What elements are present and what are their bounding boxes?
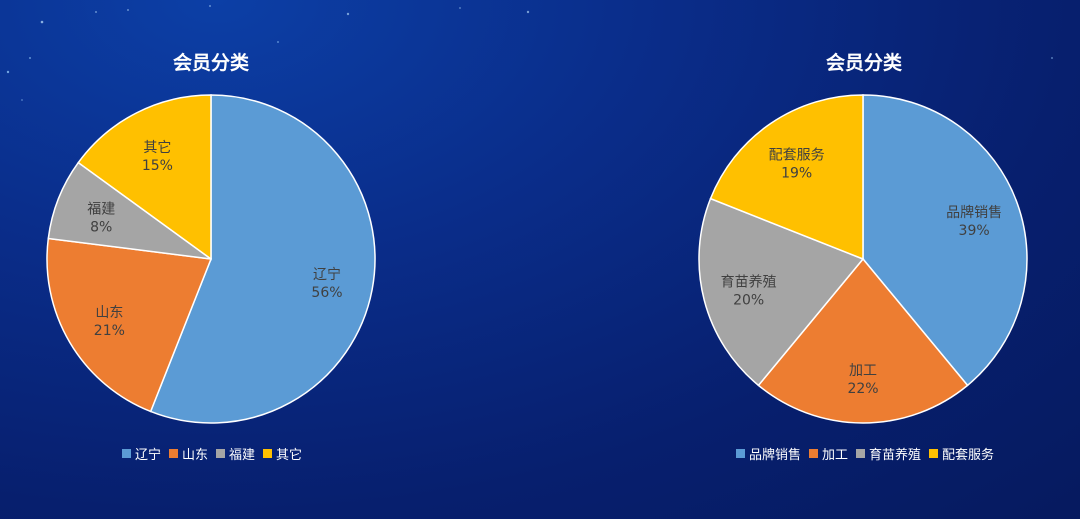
slice-category-label: 其它 (143, 139, 171, 156)
pie-labels: 品牌销售 39% 加工 22% 育苗养殖 20% 配套服务 19% (721, 147, 1002, 397)
legend-label: 育苗养殖 (869, 448, 922, 463)
legend-item: 山东 (169, 444, 208, 463)
slice-percent-label: 20% (733, 292, 764, 308)
pie-chart-region: 辽宁 56% 山东 21% 福建 8% 其它 15% (46, 94, 376, 424)
pie-slice-3 (698, 197, 865, 387)
legend-label: 加工 (822, 448, 849, 463)
legend-label: 山东 (182, 448, 209, 463)
pie-chart-region: 品牌销售 39% 加工 22% 育苗养殖 20% 配套服务 19% (698, 94, 1028, 424)
slice-percent-label: 39% (959, 223, 990, 239)
pie-slices (46, 94, 376, 424)
slice-category-label: 配套服务 (769, 147, 825, 163)
legend-swatch (169, 449, 179, 458)
chart-title: 会员分类 (172, 52, 249, 74)
legend-label: 其它 (276, 448, 303, 463)
chart-title: 会员分类 (825, 52, 902, 74)
pie-slice-2 (757, 257, 969, 424)
slice-percent-label: 19% (781, 165, 812, 181)
legend-item: 辽宁 (122, 444, 161, 463)
slice-percent-label: 56% (311, 285, 342, 301)
pie-slice-1 (862, 94, 1028, 387)
legend-swatch (216, 449, 226, 458)
chart-panel-right: 会员分类 品牌销售 39% 加工 22% 育苗养殖 20% 配套服务 19% 品牌销售 加工 育苗… (650, 0, 1080, 519)
legend-swatch (736, 449, 745, 458)
slice-category-label: 辽宁 (313, 266, 341, 283)
legend-label: 福建 (229, 448, 256, 463)
legend-swatch (263, 449, 273, 458)
pie-slice-4 (77, 94, 212, 261)
legend-label: 品牌销售 (749, 448, 802, 463)
legend-item: 福建 (216, 444, 255, 463)
slice-category-label: 育苗养殖 (721, 273, 777, 290)
legend-item: 配套服务 (929, 444, 994, 463)
chart-panel-left: 会员分类 辽宁 56% 山东 21% 福建 8% 其它 15% 辽宁 山东 福建 其它 (0, 0, 430, 519)
chart-legend-region: 辽宁 山东 福建 其它 (122, 444, 302, 463)
chart-legend-region: 品牌销售 加工 育苗养殖 配套服务 (736, 444, 994, 463)
legend-label: 辽宁 (135, 448, 162, 463)
legend-swatch (122, 449, 131, 458)
slice-percent-label: 22% (847, 381, 878, 397)
slice-percent-label: 21% (94, 323, 125, 339)
pie-slice-1 (149, 94, 376, 424)
slice-category-label: 福建 (87, 202, 115, 218)
slice-category-label: 山东 (95, 305, 123, 321)
legend-swatch (809, 449, 819, 458)
slice-percent-label: 15% (142, 158, 173, 174)
pie-slice-2 (46, 237, 213, 413)
legend-item: 品牌销售 (736, 444, 801, 463)
legend-item: 其它 (263, 444, 302, 463)
pie-slices (698, 94, 1028, 424)
slice-percent-label: 8% (90, 220, 112, 236)
pie-slice-4 (709, 94, 864, 261)
legend-label: 配套服务 (942, 448, 995, 463)
legend-swatch (856, 449, 866, 458)
legend-item: 育苗养殖 (856, 444, 921, 463)
pie-labels: 辽宁 56% 山东 21% 福建 8% 其它 15% (87, 139, 342, 339)
slice-category-label: 加工 (849, 363, 877, 379)
legend-item: 加工 (809, 444, 848, 463)
slice-category-label: 品牌销售 (946, 204, 1002, 221)
legend-swatch (929, 449, 939, 458)
